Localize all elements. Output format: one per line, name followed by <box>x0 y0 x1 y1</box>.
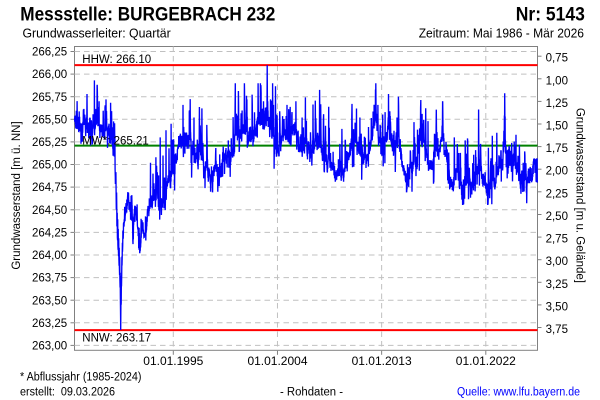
svg-text:2,75: 2,75 <box>546 234 568 246</box>
svg-text:- Rohdaten -: - Rohdaten - <box>280 387 343 399</box>
svg-text:264,50: 264,50 <box>32 205 67 217</box>
svg-text:NNW: 263.17: NNW: 263.17 <box>82 332 151 344</box>
svg-text:264,25: 264,25 <box>32 228 67 240</box>
svg-text:HHW: 266.10: HHW: 266.10 <box>82 54 151 66</box>
svg-text:Grundwasserstand [m ü. NN]: Grundwasserstand [m ü. NN] <box>11 121 23 269</box>
svg-text:Messstelle: BURGEBRACH 232: Messstelle: BURGEBRACH 232 <box>20 4 275 26</box>
svg-text:0,75: 0,75 <box>546 53 568 65</box>
svg-text:265,00: 265,00 <box>32 160 67 172</box>
svg-text:01.01.2004: 01.01.2004 <box>247 354 307 368</box>
svg-text:Nr: 5143: Nr: 5143 <box>516 4 585 26</box>
svg-text:2,25: 2,25 <box>546 188 568 200</box>
svg-text:263,50: 263,50 <box>32 295 67 307</box>
svg-text:01.01.2013: 01.01.2013 <box>352 354 412 368</box>
svg-text:3,75: 3,75 <box>546 324 568 336</box>
svg-text:MW*: 265.21: MW*: 265.21 <box>82 135 148 147</box>
svg-text:01.01.2022: 01.01.2022 <box>456 354 516 368</box>
svg-text:3,50: 3,50 <box>546 301 568 313</box>
svg-text:266,25: 266,25 <box>32 47 67 59</box>
svg-text:3,00: 3,00 <box>546 256 568 268</box>
svg-text:Grundwasserstand [m u. Gelände: Grundwasserstand [m u. Gelände] <box>574 108 586 283</box>
svg-text:265,50: 265,50 <box>32 114 67 126</box>
svg-text:* Abflussjahr (1985-2024): * Abflussjahr (1985-2024) <box>20 372 142 384</box>
svg-text:264,00: 264,00 <box>32 250 67 262</box>
svg-text:2,00: 2,00 <box>546 166 568 178</box>
svg-text:1,50: 1,50 <box>546 121 568 133</box>
svg-text:263,00: 263,00 <box>32 341 67 353</box>
svg-text:Quelle: www.lfu.bayern.de: Quelle: www.lfu.bayern.de <box>457 387 580 399</box>
svg-text:erstellt: 09.03.2026: erstellt: 09.03.2026 <box>20 387 115 399</box>
svg-text:Grundwasserleiter: Quartär: Grundwasserleiter: Quartär <box>23 27 171 41</box>
svg-text:266,00: 266,00 <box>32 69 67 81</box>
svg-text:Zeitraum: Mai 1986 - Mär 2026: Zeitraum: Mai 1986 - Mär 2026 <box>419 27 584 41</box>
svg-text:1,25: 1,25 <box>546 98 568 110</box>
svg-text:2,50: 2,50 <box>546 211 568 223</box>
svg-text:3,25: 3,25 <box>546 279 568 291</box>
svg-text:263,75: 263,75 <box>32 273 67 285</box>
svg-text:265,25: 265,25 <box>32 137 67 149</box>
svg-text:265,75: 265,75 <box>32 92 67 104</box>
svg-text:01.01.1995: 01.01.1995 <box>143 354 203 368</box>
svg-text:263,25: 263,25 <box>32 318 67 330</box>
svg-text:264,75: 264,75 <box>32 182 67 194</box>
svg-text:1,75: 1,75 <box>546 143 568 155</box>
svg-text:1,00: 1,00 <box>546 75 568 87</box>
